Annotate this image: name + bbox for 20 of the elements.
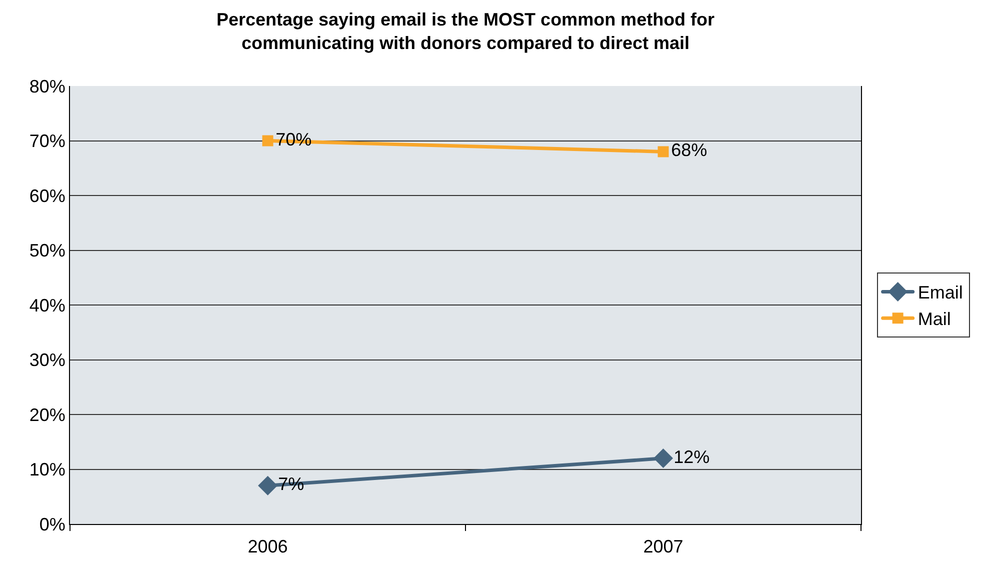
point xyxy=(262,135,274,146)
data-label: 68% xyxy=(671,140,708,160)
y-tick-label: 10% xyxy=(29,460,66,480)
data-label: 12% xyxy=(674,446,710,467)
y-tick-label: 80% xyxy=(29,76,66,96)
point xyxy=(258,476,278,496)
x-tick-label: 2007 xyxy=(643,536,684,557)
y-tick-label: 0% xyxy=(39,514,66,534)
chart-title: Percentage saying email is the MOST common method for communicating with donors compared to direct mail xyxy=(216,10,715,54)
y-tick-label: 20% xyxy=(29,404,66,425)
point xyxy=(658,146,669,158)
y-tick-label: 60% xyxy=(29,186,66,206)
point xyxy=(654,448,673,468)
y-tick-label: 50% xyxy=(29,240,66,261)
legend-label: Mail xyxy=(918,309,951,330)
y-tick-label: 30% xyxy=(29,350,66,370)
x-tick-label: 2006 xyxy=(248,536,288,557)
y-tick-label: 40% xyxy=(29,295,66,316)
y-tick-label: 70% xyxy=(29,131,66,152)
legend-label: Email xyxy=(918,282,963,303)
